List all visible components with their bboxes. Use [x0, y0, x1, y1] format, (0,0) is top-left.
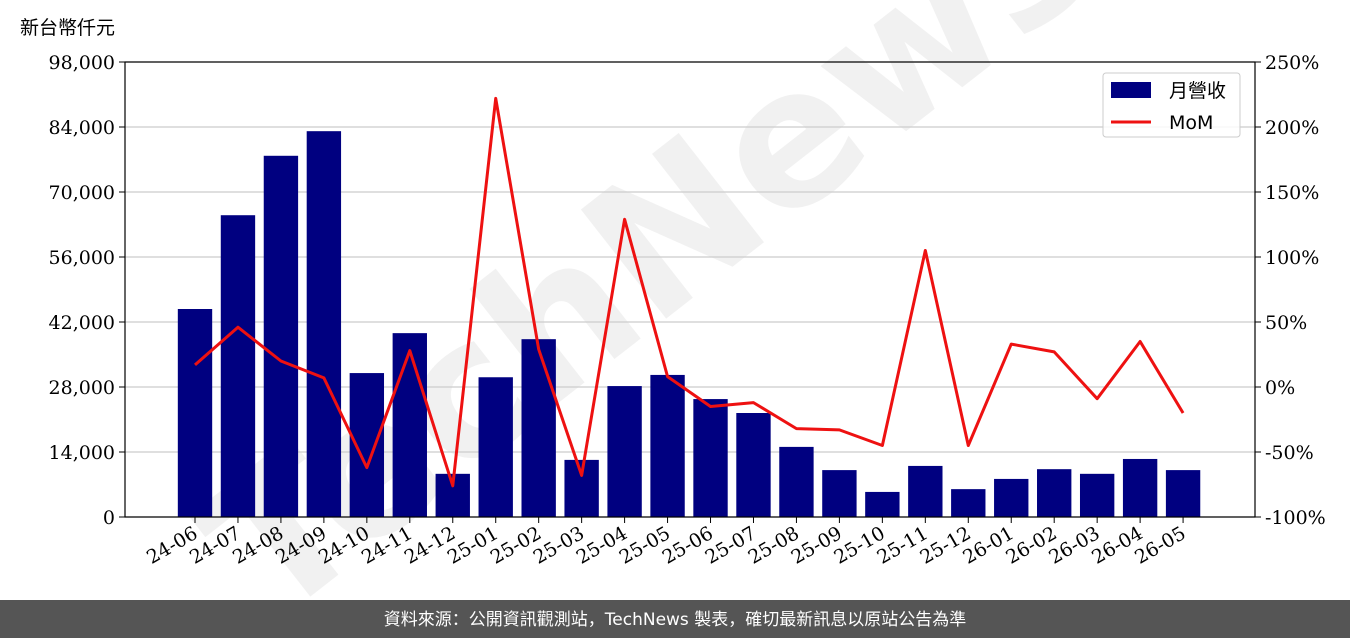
y-tick-label: 28,000: [49, 377, 115, 399]
bar: [1165, 470, 1201, 517]
y-tick-label: 70,000: [49, 182, 115, 204]
y2-tick-label: -50%: [1265, 442, 1314, 464]
y-tick-label: 98,000: [49, 52, 115, 74]
bar: [263, 155, 299, 518]
y-tick-label: 14,000: [49, 442, 115, 464]
y2-tick-label: -100%: [1265, 507, 1326, 529]
legend-label: MoM: [1169, 112, 1213, 134]
bar: [478, 377, 513, 517]
bar: [994, 478, 1029, 517]
bar: [1122, 458, 1158, 517]
y2-tick-label: 200%: [1265, 117, 1319, 139]
y2-tick-label: 100%: [1265, 247, 1319, 269]
x-tick-label: 26-05: [1131, 522, 1189, 568]
bar: [951, 489, 986, 517]
y-tick-label: 0: [103, 507, 115, 529]
bar: [908, 465, 943, 517]
y-tick-label: 56,000: [49, 247, 115, 269]
bar: [177, 309, 213, 517]
bar: [1037, 469, 1072, 517]
plot-frame: [124, 61, 1256, 518]
bar: [865, 491, 900, 517]
y2-tick-label: 50%: [1265, 312, 1307, 334]
bar: [607, 386, 642, 517]
mom-line: [194, 96, 1185, 488]
bar: [521, 339, 556, 517]
bar: [220, 215, 256, 517]
bar: [392, 333, 427, 517]
footer-band: [0, 600, 1350, 638]
legend-swatch: [1111, 82, 1151, 98]
y2-tick-label: 150%: [1265, 182, 1319, 204]
y-tick-label: 84,000: [49, 117, 115, 139]
bar: [306, 131, 342, 517]
footer: 資料來源：公開資訊觀測站，TechNews 製表，確切最新訊息以原站公告為準: [384, 610, 966, 630]
y2-tick-label: 250%: [1265, 52, 1319, 74]
y-tick-label: 42,000: [49, 312, 115, 334]
bar: [736, 413, 771, 517]
bar: [1079, 473, 1115, 517]
bar: [693, 399, 728, 517]
y2-tick-label: 0%: [1265, 377, 1295, 399]
bar: [779, 446, 814, 517]
unit-label: 新台幣仟元: [20, 17, 115, 39]
bar: [650, 374, 685, 517]
bar: [822, 470, 857, 517]
legend-label: 月營收: [1169, 80, 1226, 102]
